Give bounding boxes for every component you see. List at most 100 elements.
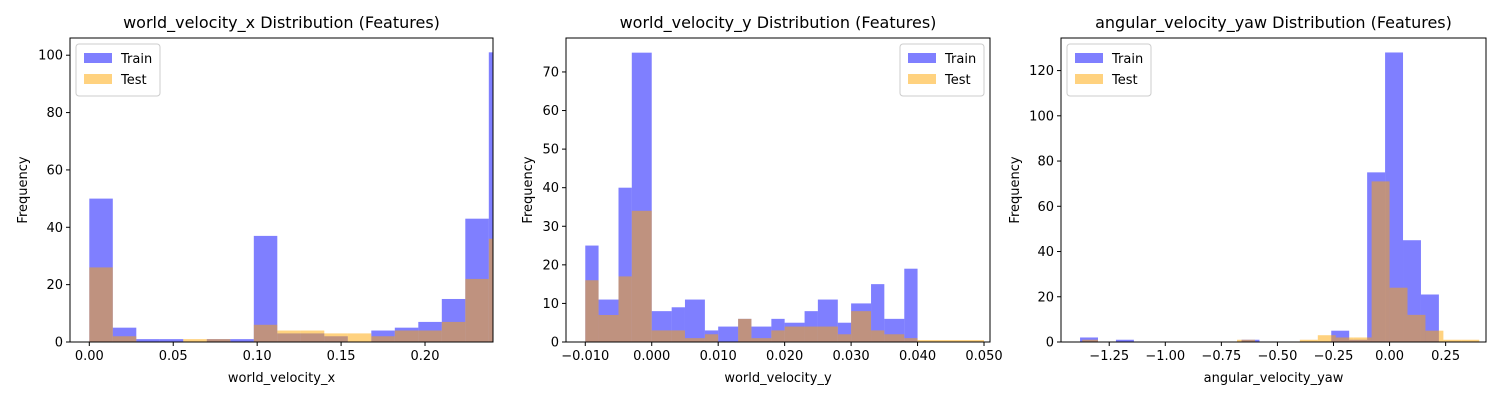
- histogram-bar-train: [253, 235, 278, 342]
- histogram-bar-test: [1425, 330, 1444, 342]
- legend-swatch-test: [1075, 74, 1103, 84]
- histogram-bar-test: [1461, 339, 1480, 342]
- legend-swatch-test: [908, 74, 936, 84]
- chart-panel-world-velocity-x: world_velocity_x Distribution (Features)…: [16, 13, 494, 386]
- y-tick-label: 100: [38, 49, 63, 64]
- legend-swatch-train: [1075, 53, 1103, 63]
- histogram-bar-train: [1331, 330, 1350, 342]
- histogram-bar-test: [1335, 337, 1354, 342]
- histogram-bar-train: [871, 284, 885, 342]
- x-axis-label: world_velocity_x: [228, 371, 336, 386]
- histogram-bar-train: [230, 339, 254, 342]
- x-tick-label: 0.15: [327, 349, 356, 364]
- histogram-bar-test: [1371, 181, 1390, 342]
- plot-area: −0.010 0.000 0.010 0.020 0.030 0.040 0.050 0 10 2…: [542, 37, 1003, 364]
- plot-area: −1.25 −1.00 −0.75 −0.50 −0.25 0.00 0.25 0 20 40 60…: [1029, 37, 1487, 364]
- x-tick-label: 0.10: [243, 349, 272, 364]
- legend-label: Train: [120, 52, 152, 67]
- x-tick-label: 0.05: [159, 349, 188, 364]
- y-tick-label: 0: [551, 336, 559, 351]
- histogram-bar-test: [112, 336, 137, 342]
- histogram-bar-test: [1237, 339, 1255, 342]
- y-tick-label: 120: [1029, 64, 1054, 79]
- y-tick-label: 40: [46, 221, 63, 236]
- legend: Train Test: [899, 43, 985, 97]
- chart-panel-angular-velocity-yaw: angular_velocity_yaw Distribution (Featu…: [1008, 13, 1487, 386]
- y-tick-label: 70: [542, 65, 559, 80]
- x-tick-label: −0.25: [1314, 349, 1354, 364]
- legend: Train Test: [75, 43, 161, 97]
- histogram-bar-test: [904, 338, 918, 342]
- histogram-bar-train: [904, 268, 918, 342]
- plot-frame: [69, 37, 494, 343]
- histogram-bar-test: [837, 334, 852, 342]
- histogram-bar-train: [136, 339, 160, 342]
- x-tick-label: 0.25: [1431, 349, 1460, 364]
- legend-swatch-train: [908, 53, 936, 63]
- histogram-bar-train: [159, 339, 184, 342]
- histogram-bar-train: [1420, 294, 1439, 342]
- legend-label: Test: [120, 73, 147, 88]
- histogram-bar-test: [441, 321, 466, 342]
- plot-area: 0.00 0.05 0.10 0.15 0.20 0 20 40 60 80 100 Train Tes…: [38, 37, 494, 364]
- histogram-bar-test: [671, 330, 685, 342]
- y-tick-label: 50: [542, 143, 559, 158]
- histogram-bar-test: [704, 334, 719, 342]
- y-tick-label: 0: [1046, 336, 1054, 351]
- histogram-bar-test: [598, 314, 619, 342]
- x-tick-label: 0.010: [700, 349, 737, 364]
- histogram-bar-test: [771, 330, 785, 342]
- histogram-bar-test: [89, 267, 113, 342]
- histogram-bar-test: [618, 276, 632, 342]
- histogram-bar-test: [300, 330, 325, 342]
- histogram-bar-test: [1389, 287, 1408, 342]
- legend: Train Test: [1066, 43, 1152, 97]
- y-tick-label: 20: [46, 278, 63, 293]
- x-tick-label: 0.00: [75, 349, 104, 364]
- y-tick-label: 60: [1037, 200, 1054, 215]
- y-tick-label: 20: [1037, 290, 1054, 305]
- histogram-bar-test: [871, 330, 885, 342]
- chart-title: world_velocity_y Distribution (Features): [620, 13, 937, 33]
- histogram-bar-test: [804, 326, 818, 342]
- histogram-bar-test: [1082, 339, 1099, 342]
- histogram-bar-test: [651, 330, 672, 342]
- x-axis-label: world_velocity_y: [724, 371, 832, 386]
- histogram-bar-test: [684, 338, 705, 342]
- bars-group: [585, 52, 985, 342]
- bars-group: [89, 52, 493, 342]
- histogram-bar-test: [784, 326, 805, 342]
- legend-label: Train: [944, 52, 976, 67]
- chart-title: angular_velocity_yaw Distribution (Featu…: [1095, 13, 1452, 33]
- histogram-bar-test: [817, 326, 838, 342]
- y-tick-label: 60: [542, 104, 559, 119]
- plot-frame: [1060, 37, 1487, 343]
- histogram-bar-test: [183, 339, 207, 342]
- histogram-bar-test: [631, 210, 652, 342]
- histogram-bar-test: [1407, 314, 1426, 342]
- histogram-bar-test: [585, 280, 599, 342]
- legend-swatch-train: [84, 53, 112, 63]
- x-tick-label: 0.20: [411, 349, 440, 364]
- x-tick-label: 0.020: [766, 349, 803, 364]
- x-tick-label: −1.25: [1089, 349, 1129, 364]
- histogram-bar-test: [488, 238, 493, 342]
- x-tick-label: 0.00: [1375, 349, 1404, 364]
- x-tick-label: 0.040: [899, 349, 936, 364]
- histogram-bar-test: [206, 339, 231, 342]
- y-tick-label: 80: [46, 106, 63, 121]
- histogram-bar-test: [253, 324, 278, 342]
- y-axis-label: Frequency: [16, 156, 31, 223]
- x-tick-label: −0.50: [1258, 349, 1298, 364]
- y-tick-label: 10: [542, 297, 559, 312]
- histogram-bar-train: [488, 52, 493, 342]
- histogram-bar-train: [684, 299, 705, 342]
- x-axis-label: angular_velocity_yaw: [1204, 371, 1344, 386]
- histogram-bar-test: [277, 330, 301, 342]
- x-tick-label: 0.000: [633, 349, 670, 364]
- histogram-bar-test: [371, 336, 395, 342]
- y-tick-label: 40: [542, 181, 559, 196]
- histogram-bar-test: [751, 338, 772, 342]
- legend-label: Train: [1111, 52, 1143, 67]
